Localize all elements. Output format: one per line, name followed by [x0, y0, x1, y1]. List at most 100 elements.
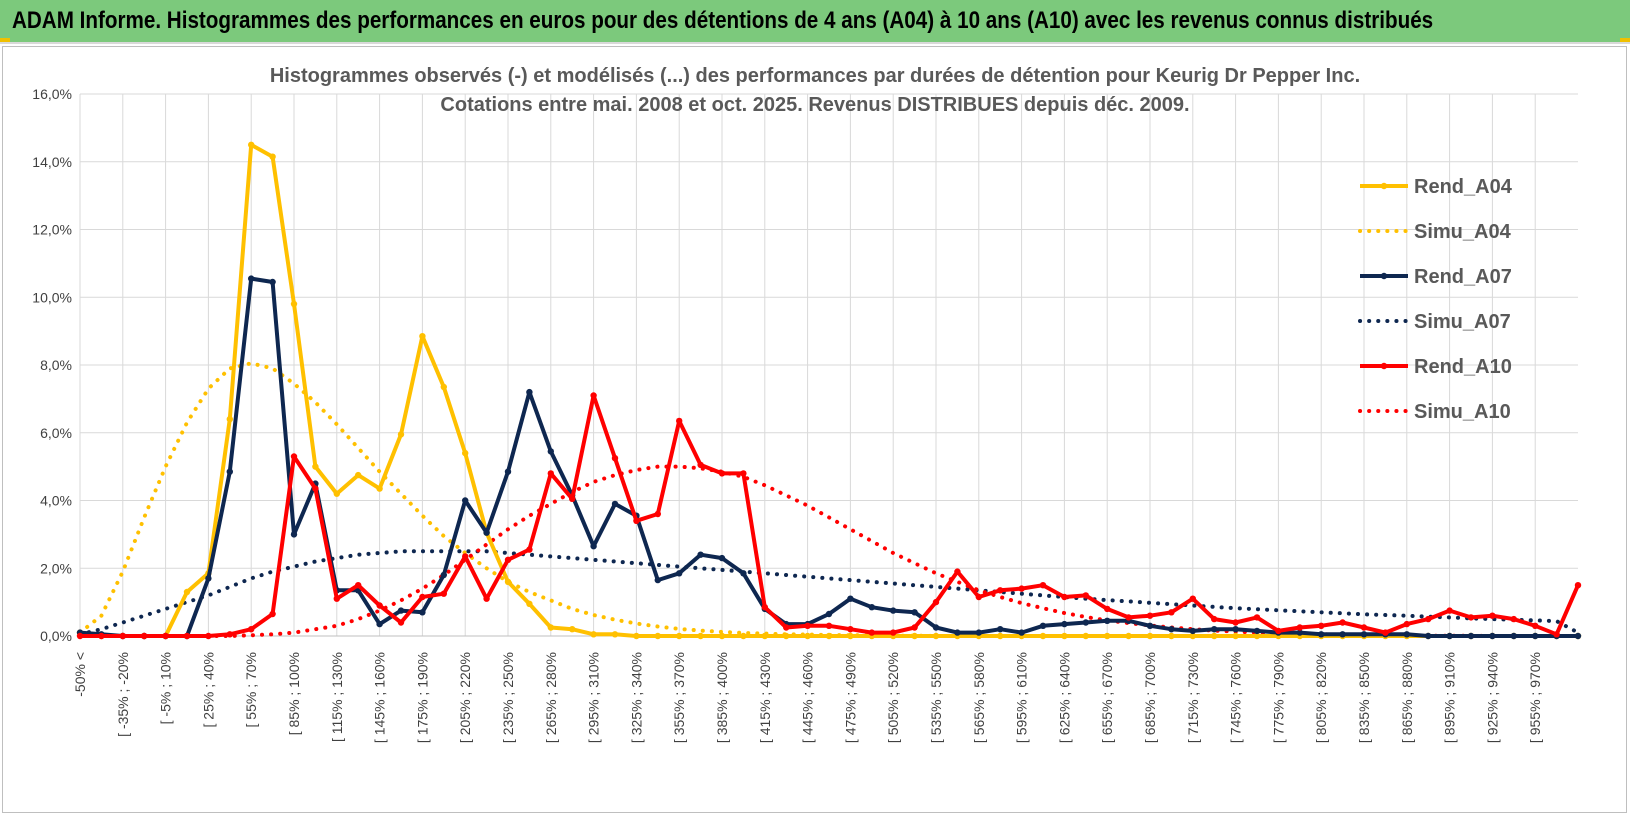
point-rend-a04: [761, 632, 768, 640]
point-rend-a10: [804, 622, 811, 629]
x-tick-label: [ 595% ; 610%: [1014, 652, 1030, 743]
legend-label-rend-a10: Rend_A10: [1414, 356, 1512, 378]
y-tick-label: 6,0%: [40, 425, 72, 441]
banner-accent-left: [0, 38, 10, 42]
point-rend-a10: [1211, 615, 1218, 623]
point-rend-a07: [483, 529, 490, 536]
point-rend-a07: [547, 448, 554, 455]
series-layer: [76, 141, 1582, 640]
point-rend-a10: [1510, 615, 1518, 623]
point-rend-a04: [911, 632, 918, 640]
point-rend-a10: [1253, 614, 1261, 621]
point-rend-a10: [890, 629, 897, 636]
point-rend-a04: [397, 431, 405, 438]
legend-label-simu-a07: Simu_A07: [1414, 311, 1511, 333]
x-tick-label: [ 925% ; 940%: [1484, 652, 1500, 743]
point-rend-a07: [1211, 626, 1218, 633]
x-tick-label: [ -35% ; -20%: [115, 652, 131, 737]
point-rend-a10: [740, 470, 747, 477]
point-rend-a10: [697, 461, 704, 469]
x-tick-label: [ 715% ; 730%: [1185, 652, 1201, 743]
x-tick-label: [ 325% ; 340%: [628, 652, 644, 743]
point-rend-a10: [1061, 593, 1068, 601]
point-rend-a10: [1425, 615, 1432, 623]
point-rend-a07: [1296, 629, 1304, 636]
point-rend-a10: [932, 598, 940, 606]
point-rend-a07: [462, 497, 469, 504]
point-rend-a10: [569, 495, 576, 502]
point-rend-a10: [633, 517, 640, 524]
point-rend-a10: [1467, 614, 1475, 621]
point-rend-a07: [697, 551, 704, 558]
x-tick-label: [ 25% ; 40%: [200, 652, 216, 728]
point-rend-a04: [1253, 632, 1261, 640]
point-rend-a10: [76, 632, 84, 640]
point-rend-a07: [1489, 632, 1496, 640]
x-tick-label: [ 685% ; 700%: [1142, 652, 1158, 743]
chart-legend: Rend_A04 Simu_A04 Rend_A07 Simu_A07 Rend_A10…: [1358, 176, 1513, 423]
point-rend-a07: [397, 607, 405, 614]
point-rend-a04: [1189, 632, 1197, 640]
series-line-simu-a07: [78, 549, 1580, 637]
y-tick-label: 0,0%: [40, 628, 72, 644]
x-tick-label: [ 505% ; 520%: [885, 652, 901, 743]
point-rend-a10: [1382, 629, 1389, 636]
point-rend-a10: [333, 595, 340, 602]
chart-subtitle: Cotations entre mai. 2008 et oct. 2025. …: [440, 94, 1189, 116]
series-line-simu-a10: [78, 464, 1580, 638]
point-rend-a10: [141, 632, 148, 640]
point-rend-a04: [569, 626, 576, 633]
point-rend-a10: [847, 626, 854, 633]
point-rend-a10: [761, 604, 768, 611]
point-rend-a04: [718, 632, 726, 640]
legend-label-simu-a04: Simu_A04: [1414, 221, 1512, 243]
point-rend-a04: [269, 153, 276, 160]
point-rend-a07: [890, 607, 897, 614]
point-rend-a10: [205, 632, 212, 640]
point-rend-a04: [504, 578, 512, 585]
point-rend-a10: [868, 629, 875, 636]
legend-label-rend-a07: Rend_A07: [1414, 266, 1512, 288]
point-rend-a10: [1125, 614, 1132, 621]
point-rend-a04: [1104, 632, 1111, 640]
point-rend-a04: [1061, 632, 1068, 640]
point-rend-a10: [1189, 595, 1197, 602]
x-tick-label: [ 415% ; 430%: [757, 652, 773, 743]
legend-marker-rend-a07: [1380, 272, 1388, 280]
y-tick-label: 4,0%: [40, 493, 72, 509]
x-tick-label: [ 895% ; 910%: [1442, 652, 1458, 743]
legend-label-rend-a04: Rend_A04: [1414, 176, 1513, 198]
point-rend-a10: [1403, 620, 1411, 628]
point-rend-a10: [419, 593, 426, 601]
point-rend-a10: [312, 485, 319, 492]
point-rend-a07: [440, 571, 447, 579]
point-rend-a07: [1061, 620, 1068, 628]
point-rend-a10: [997, 587, 1004, 594]
point-rend-a07: [740, 570, 747, 577]
point-rend-a10: [1168, 609, 1175, 616]
x-tick-label: [ 865% ; 880%: [1399, 652, 1415, 743]
x-tick-label: [ 955% ; 970%: [1527, 652, 1543, 743]
x-tick-label: [ 145% ; 160%: [372, 652, 388, 743]
point-rend-a07: [248, 275, 255, 282]
chart-frame: [2, 46, 1627, 813]
point-rend-a04: [1211, 632, 1218, 640]
point-rend-a07: [911, 609, 918, 616]
y-tick-label: 10,0%: [32, 289, 72, 305]
point-rend-a07: [654, 576, 661, 584]
point-rend-a07: [1232, 626, 1239, 633]
point-rend-a07: [419, 609, 426, 616]
series-line-simu-a04: [78, 361, 1580, 638]
x-tick-label: [ 55% ; 70%: [243, 652, 259, 728]
point-rend-a07: [847, 595, 854, 602]
point-rend-a04: [654, 632, 661, 640]
point-rend-a04: [740, 632, 747, 640]
point-rend-a04: [526, 600, 533, 607]
point-rend-a10: [1318, 622, 1325, 629]
x-tick-label: [ 355% ; 370%: [671, 652, 687, 743]
x-tick-label: [ 385% ; 400%: [714, 652, 730, 743]
y-tick-label: 14,0%: [32, 154, 72, 170]
x-tick-label: [ 475% ; 490%: [842, 652, 858, 743]
point-rend-a10: [98, 632, 105, 640]
point-rend-a10: [783, 624, 790, 631]
